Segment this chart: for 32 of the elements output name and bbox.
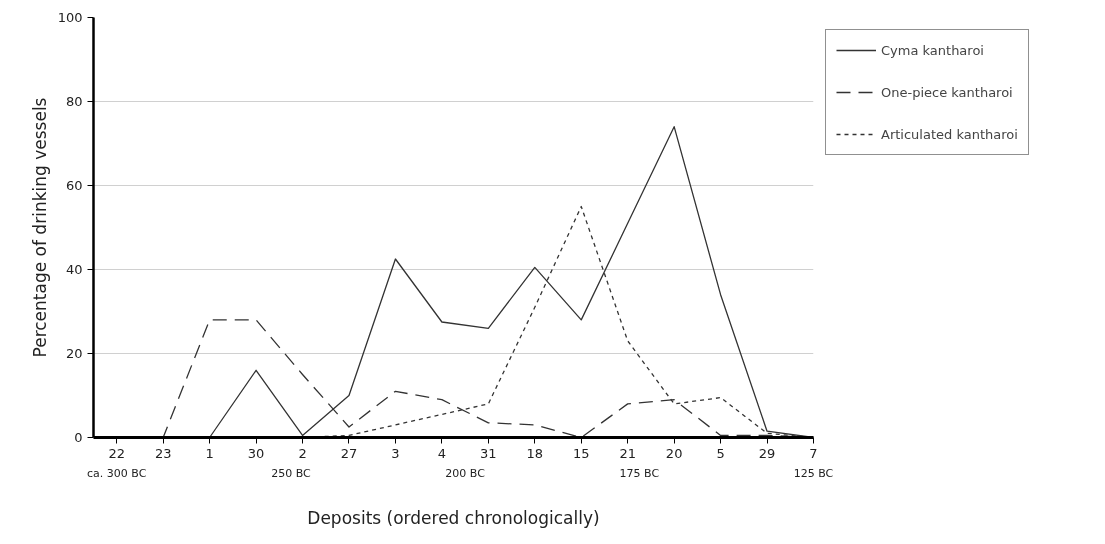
x-tick-label: 1: [205, 445, 214, 461]
y-tick-label: 40: [65, 262, 83, 277]
x-tick-label: 3: [391, 445, 400, 461]
y-tick-label: 20: [65, 346, 83, 361]
x-tick-label: 29: [758, 445, 776, 461]
x-tick-label: 2: [298, 445, 307, 461]
x-tick-label: 22: [108, 445, 125, 461]
x-tick-label: 18: [526, 445, 544, 461]
x-tick-label: 31: [480, 445, 497, 461]
x-tick-label: 15: [572, 445, 590, 461]
y-tick-label: 80: [65, 94, 83, 109]
legend-label: Articulated kantharoi: [881, 126, 1018, 142]
text: 175 BC: [619, 466, 660, 480]
x-tick-label: 23: [154, 445, 172, 461]
x-axis-title: Deposits (ordered chronologically): [307, 507, 600, 528]
y-tick-label: 60: [65, 178, 83, 193]
x-tick-label: 7: [809, 445, 818, 461]
legend-label: Cyma kantharoi: [881, 42, 984, 58]
y-tick-label: 0: [74, 430, 83, 445]
x-tick-label: 21: [619, 445, 636, 461]
legend-label: One-piece kantharoi: [881, 84, 1013, 100]
x-tick-label: 20: [665, 445, 683, 461]
x-tick-label: 30: [247, 445, 265, 461]
y-axis-title: Percentage of drinking vessels: [29, 97, 50, 358]
y-tick-label: 100: [57, 10, 83, 25]
x-tick-label: 5: [716, 445, 725, 461]
text: ca. 300 BC: [87, 466, 147, 480]
text: 125 BC: [793, 466, 834, 480]
x-tick-label: 27: [340, 445, 358, 461]
text: 200 BC: [445, 466, 486, 480]
text: 250 BC: [271, 466, 311, 480]
x-tick-label: 4: [437, 445, 447, 461]
